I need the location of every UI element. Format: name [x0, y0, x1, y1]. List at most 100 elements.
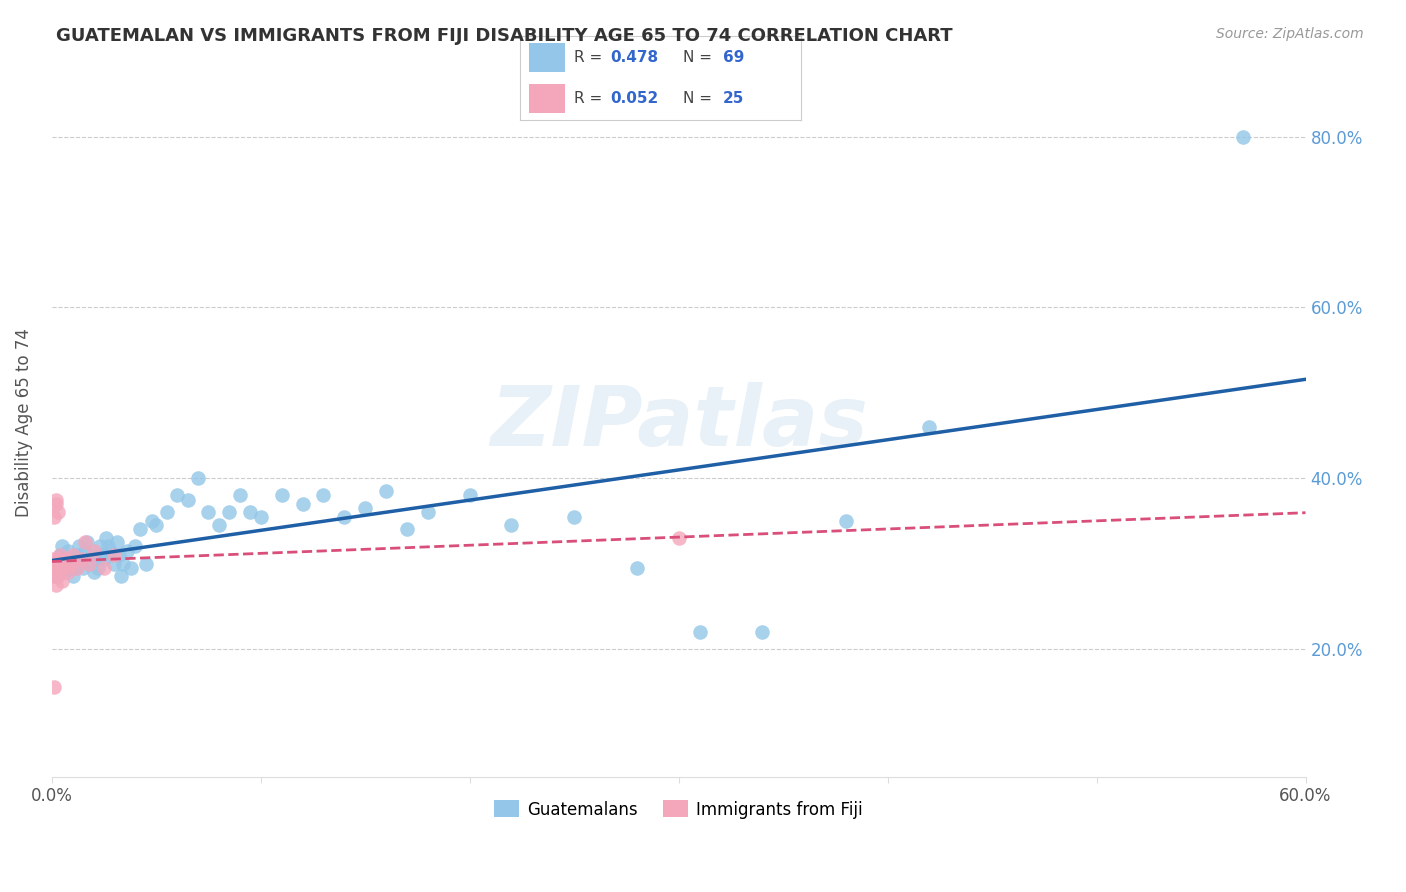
Point	[156, 505, 179, 519]
Point	[98, 543, 121, 558]
Point	[751, 624, 773, 639]
Point	[416, 505, 439, 519]
Point	[354, 501, 377, 516]
Point	[249, 509, 271, 524]
Point	[105, 535, 128, 549]
Text: Source: ZipAtlas.com: Source: ZipAtlas.com	[1216, 27, 1364, 41]
Point	[51, 557, 73, 571]
Point	[562, 509, 585, 524]
Point	[59, 557, 82, 571]
Text: 25: 25	[723, 91, 744, 106]
Point	[46, 561, 69, 575]
Point	[51, 557, 73, 571]
Point	[42, 557, 65, 571]
Point	[166, 488, 188, 502]
Point	[120, 561, 142, 575]
Point	[66, 548, 89, 562]
Point	[75, 543, 97, 558]
Y-axis label: Disability Age 65 to 74: Disability Age 65 to 74	[15, 328, 32, 517]
Point	[668, 531, 690, 545]
Point	[58, 561, 80, 575]
Point	[53, 565, 76, 579]
Point	[103, 557, 125, 571]
Point	[63, 561, 86, 575]
Point	[42, 509, 65, 524]
Point	[62, 548, 84, 562]
Text: 0.478: 0.478	[610, 50, 658, 65]
Point	[218, 505, 240, 519]
Point	[90, 548, 112, 562]
Point	[208, 518, 231, 533]
Point	[49, 548, 72, 562]
Point	[62, 569, 84, 583]
Point	[46, 569, 69, 583]
Point	[94, 531, 117, 545]
Point	[51, 574, 73, 588]
Point	[918, 420, 941, 434]
Text: 69: 69	[723, 50, 744, 65]
Point	[45, 578, 67, 592]
Point	[835, 514, 858, 528]
Point	[76, 535, 98, 549]
Point	[59, 557, 82, 571]
Text: R =: R =	[574, 50, 607, 65]
Point	[75, 535, 97, 549]
Point	[42, 569, 65, 583]
Point	[62, 552, 84, 566]
Point	[51, 540, 73, 554]
Point	[45, 492, 67, 507]
Text: 0.052: 0.052	[610, 91, 658, 106]
Point	[45, 497, 67, 511]
Point	[89, 540, 111, 554]
Point	[124, 540, 146, 554]
Text: R =: R =	[574, 91, 607, 106]
Point	[49, 548, 72, 562]
Point	[79, 557, 101, 571]
Point	[45, 561, 67, 575]
Text: GUATEMALAN VS IMMIGRANTS FROM FIJI DISABILITY AGE 65 TO 74 CORRELATION CHART: GUATEMALAN VS IMMIGRANTS FROM FIJI DISAB…	[56, 27, 953, 45]
Point	[83, 565, 105, 579]
Point	[197, 505, 219, 519]
FancyBboxPatch shape	[529, 84, 565, 112]
Point	[187, 471, 209, 485]
Point	[42, 680, 65, 694]
Point	[395, 522, 418, 536]
Point	[141, 514, 163, 528]
Text: N =: N =	[683, 91, 717, 106]
Point	[145, 518, 167, 533]
Point	[110, 569, 132, 583]
Point	[84, 552, 107, 566]
Text: N =: N =	[683, 50, 717, 65]
Point	[58, 565, 80, 579]
Point	[97, 540, 120, 554]
Point	[239, 505, 262, 519]
Point	[93, 552, 115, 566]
Point	[689, 624, 711, 639]
Point	[93, 561, 115, 575]
Point	[79, 557, 101, 571]
Point	[291, 497, 314, 511]
Point	[70, 552, 93, 566]
Point	[176, 492, 198, 507]
Point	[49, 561, 72, 575]
Point	[72, 561, 94, 575]
Point	[41, 552, 63, 566]
Point	[58, 543, 80, 558]
Point	[111, 557, 134, 571]
Point	[107, 548, 129, 562]
Point	[312, 488, 335, 502]
Point	[55, 552, 77, 566]
Text: ZIPatlas: ZIPatlas	[489, 382, 868, 463]
Point	[66, 561, 89, 575]
Point	[270, 488, 292, 502]
Point	[501, 518, 523, 533]
Point	[103, 548, 125, 562]
Point	[70, 552, 93, 566]
Point	[55, 552, 77, 566]
Point	[45, 569, 67, 583]
Legend: Guatemalans, Immigrants from Fiji: Guatemalans, Immigrants from Fiji	[488, 794, 870, 825]
Point	[458, 488, 481, 502]
Point	[128, 522, 150, 536]
Point	[626, 561, 648, 575]
Point	[83, 543, 105, 558]
